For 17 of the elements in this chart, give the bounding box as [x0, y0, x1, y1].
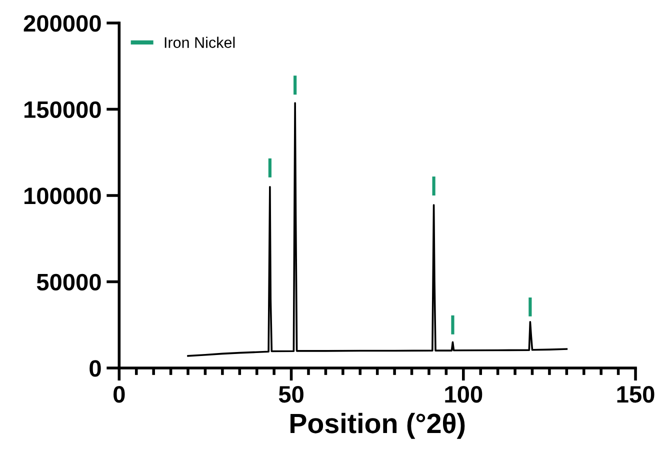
y-tick-label: 200000: [24, 15, 101, 32]
legend-label: Iron Nickel: [164, 36, 235, 48]
x-tick-label: 150: [617, 386, 654, 403]
bar: [432, 176, 436, 196]
bar: [528, 297, 532, 316]
y-tick-label: 100000: [24, 188, 101, 204]
x-axis-title: Position (°2θ): [290, 412, 465, 439]
line-series: [187, 102, 568, 357]
x-tick-label: 0: [114, 386, 125, 403]
y-tick-label: 150000: [24, 101, 101, 118]
bar: [268, 158, 272, 178]
x-tick-label: 50: [278, 386, 304, 403]
y-tick-label: 0: [90, 360, 101, 377]
y-tick-label: 50000: [36, 274, 101, 291]
bar: [294, 76, 297, 95]
x-tick-label: 100: [445, 386, 482, 403]
bar: [451, 315, 454, 334]
